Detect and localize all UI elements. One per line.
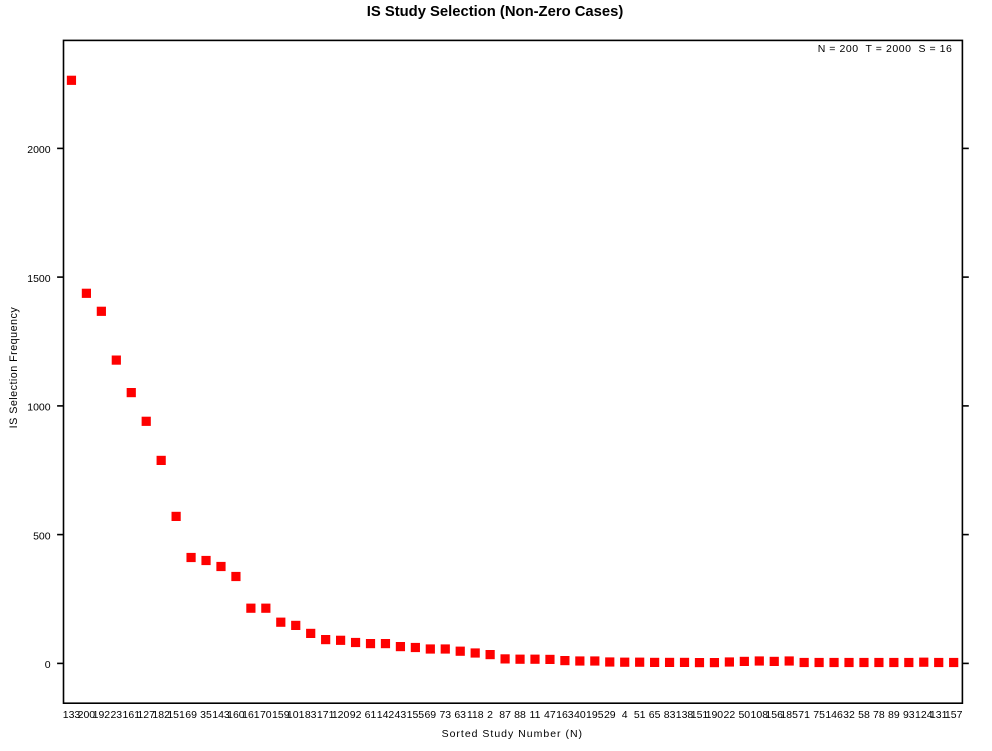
svg-text:157: 157	[945, 709, 963, 721]
svg-text:127: 127	[137, 709, 155, 721]
svg-text:71: 71	[798, 709, 810, 721]
svg-text:58: 58	[858, 709, 870, 721]
svg-text:2000: 2000	[27, 144, 51, 156]
svg-text:146: 146	[825, 709, 843, 721]
svg-text:IS Study Selection (Non-Zero C: IS Study Selection (Non-Zero Cases)	[367, 4, 624, 20]
svg-text:69: 69	[424, 709, 436, 721]
svg-text:1500: 1500	[27, 273, 51, 285]
svg-text:142: 142	[377, 709, 395, 721]
svg-text:108: 108	[751, 709, 769, 721]
svg-text:N = 200 T = 2000 S = 16: N = 200 T = 2000 S = 16	[818, 43, 953, 55]
svg-text:155: 155	[407, 709, 425, 721]
svg-text:143: 143	[212, 709, 230, 721]
svg-text:Sorted Study Number (N): Sorted Study Number (N)	[442, 728, 583, 740]
svg-text:159: 159	[272, 709, 290, 721]
svg-text:89: 89	[888, 709, 900, 721]
svg-text:192: 192	[93, 709, 111, 721]
svg-text:83: 83	[664, 709, 676, 721]
svg-text:73: 73	[439, 709, 451, 721]
svg-text:200: 200	[78, 709, 96, 721]
svg-text:11: 11	[530, 709, 541, 721]
svg-text:133: 133	[63, 709, 81, 721]
svg-text:51: 51	[634, 709, 646, 721]
svg-text:1000: 1000	[27, 402, 51, 414]
svg-text:171: 171	[317, 709, 335, 721]
svg-text:22: 22	[724, 709, 736, 721]
svg-text:50: 50	[738, 709, 750, 721]
svg-text:63: 63	[454, 709, 466, 721]
svg-text:65: 65	[649, 709, 661, 721]
svg-text:87: 87	[499, 709, 511, 721]
svg-text:69: 69	[185, 709, 197, 721]
svg-text:185: 185	[780, 709, 798, 721]
svg-text:131: 131	[930, 709, 948, 721]
svg-text:163: 163	[556, 709, 574, 721]
svg-text:32: 32	[843, 709, 855, 721]
svg-text:40: 40	[574, 709, 586, 721]
svg-text:124: 124	[915, 709, 933, 721]
svg-text:195: 195	[586, 709, 604, 721]
svg-text:182: 182	[152, 709, 170, 721]
svg-text:160: 160	[227, 709, 245, 721]
svg-text:92: 92	[350, 709, 362, 721]
svg-text:70: 70	[260, 709, 272, 721]
svg-text:IS Selection Frequency: IS Selection Frequency	[8, 307, 20, 429]
svg-text:500: 500	[33, 530, 51, 542]
svg-text:151: 151	[167, 709, 185, 721]
svg-text:118: 118	[467, 709, 484, 721]
svg-text:120: 120	[332, 709, 350, 721]
svg-text:29: 29	[604, 709, 616, 721]
svg-text:161: 161	[123, 709, 141, 721]
svg-text:161: 161	[242, 709, 260, 721]
svg-text:0: 0	[45, 659, 51, 671]
svg-text:93: 93	[903, 709, 915, 721]
svg-text:101: 101	[287, 709, 305, 721]
svg-text:61: 61	[365, 709, 377, 721]
svg-text:47: 47	[544, 709, 556, 721]
svg-text:75: 75	[813, 709, 825, 721]
svg-text:43: 43	[395, 709, 407, 721]
svg-text:151: 151	[691, 709, 709, 721]
svg-text:4: 4	[622, 709, 628, 721]
svg-text:35: 35	[200, 709, 212, 721]
svg-text:190: 190	[706, 709, 724, 721]
svg-text:23: 23	[110, 709, 122, 721]
svg-text:138: 138	[676, 709, 694, 721]
svg-text:83: 83	[305, 709, 317, 721]
svg-text:88: 88	[514, 709, 526, 721]
svg-text:2: 2	[487, 709, 493, 721]
svg-text:78: 78	[873, 709, 885, 721]
svg-text:156: 156	[765, 709, 783, 721]
